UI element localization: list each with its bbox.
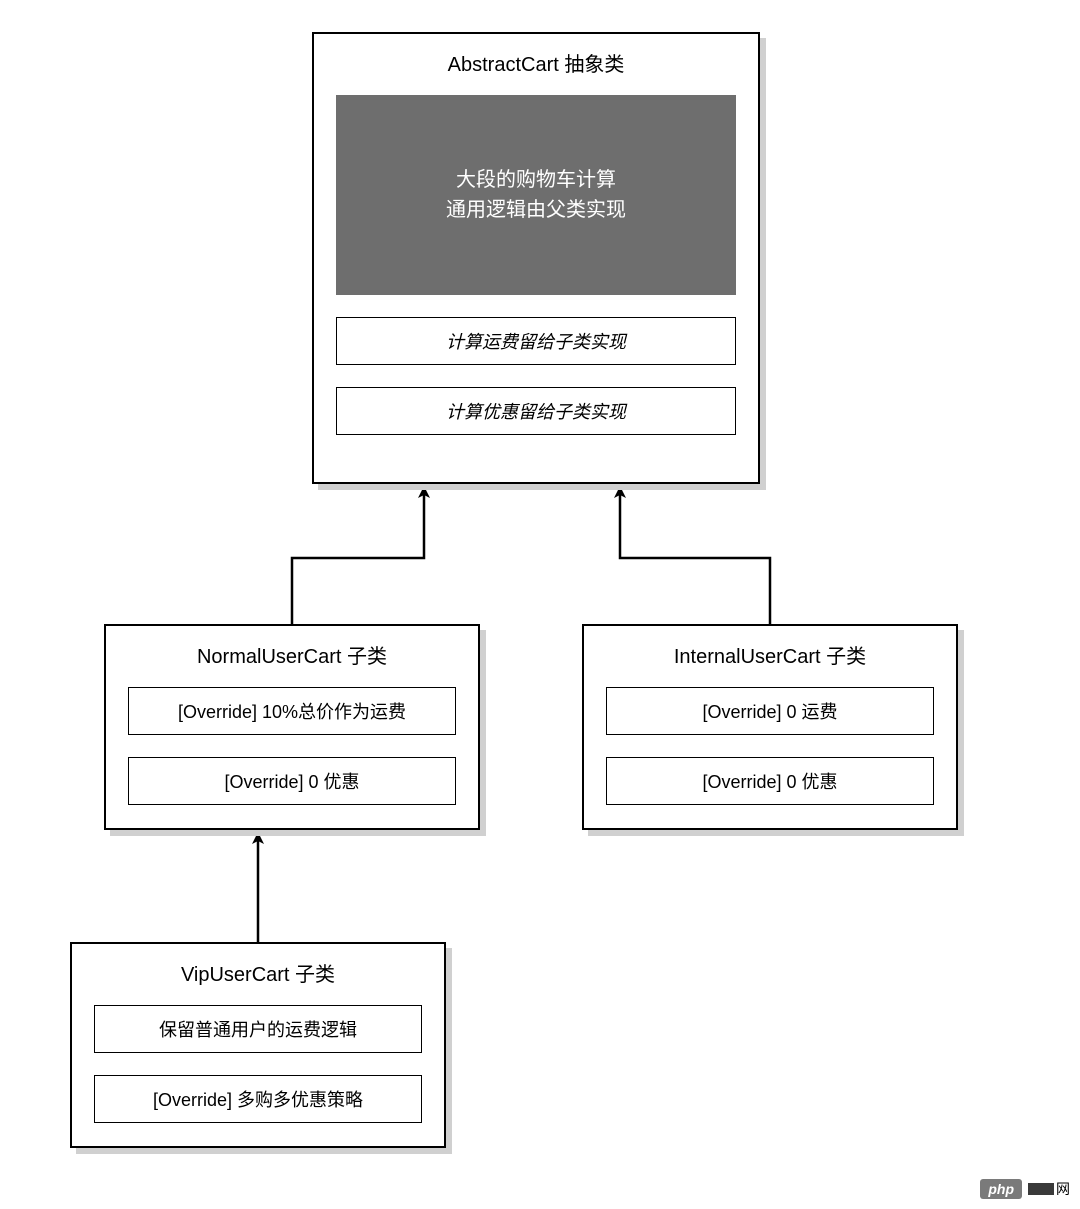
edge-normal-to-abstract: [292, 492, 424, 624]
vip-slot-discount: [Override] 多购多优惠策略: [94, 1075, 422, 1123]
watermark: php 网: [980, 1179, 1070, 1199]
node-title: AbstractCart 抽象类: [314, 34, 758, 95]
abstract-logic-block: 大段的购物车计算 通用逻辑由父类实现: [336, 95, 736, 295]
node-vip-user-cart: VipUserCart 子类 保留普通用户的运费逻辑 [Override] 多购…: [70, 942, 446, 1148]
node-normal-user-cart: NormalUserCart 子类 [Override] 10%总价作为运费 […: [104, 624, 480, 830]
node-abstract-cart: AbstractCart 抽象类 大段的购物车计算 通用逻辑由父类实现 计算运费…: [312, 32, 760, 484]
internal-slot-discount: [Override] 0 优惠: [606, 757, 934, 805]
node-internal-user-cart: InternalUserCart 子类 [Override] 0 运费 [Ove…: [582, 624, 958, 830]
watermark-block-icon: [1028, 1183, 1054, 1195]
abstract-slot-shipping: 计算运费留给子类实现: [336, 317, 736, 365]
normal-slot-discount: [Override] 0 优惠: [128, 757, 456, 805]
node-title: VipUserCart 子类: [72, 944, 444, 1005]
edge-internal-to-abstract: [620, 492, 770, 624]
node-title: InternalUserCart 子类: [584, 626, 956, 687]
watermark-tail: 网: [1028, 1179, 1070, 1199]
watermark-tail-text: 网: [1056, 1179, 1070, 1199]
internal-slot-shipping: [Override] 0 运费: [606, 687, 934, 735]
abstract-slot-discount: 计算优惠留给子类实现: [336, 387, 736, 435]
normal-slot-shipping: [Override] 10%总价作为运费: [128, 687, 456, 735]
vip-slot-shipping: 保留普通用户的运费逻辑: [94, 1005, 422, 1053]
node-title: NormalUserCart 子类: [106, 626, 478, 687]
bigblock-line2: 通用逻辑由父类实现: [446, 199, 626, 221]
bigblock-line1: 大段的购物车计算: [456, 169, 616, 191]
watermark-pill: php: [980, 1179, 1022, 1199]
